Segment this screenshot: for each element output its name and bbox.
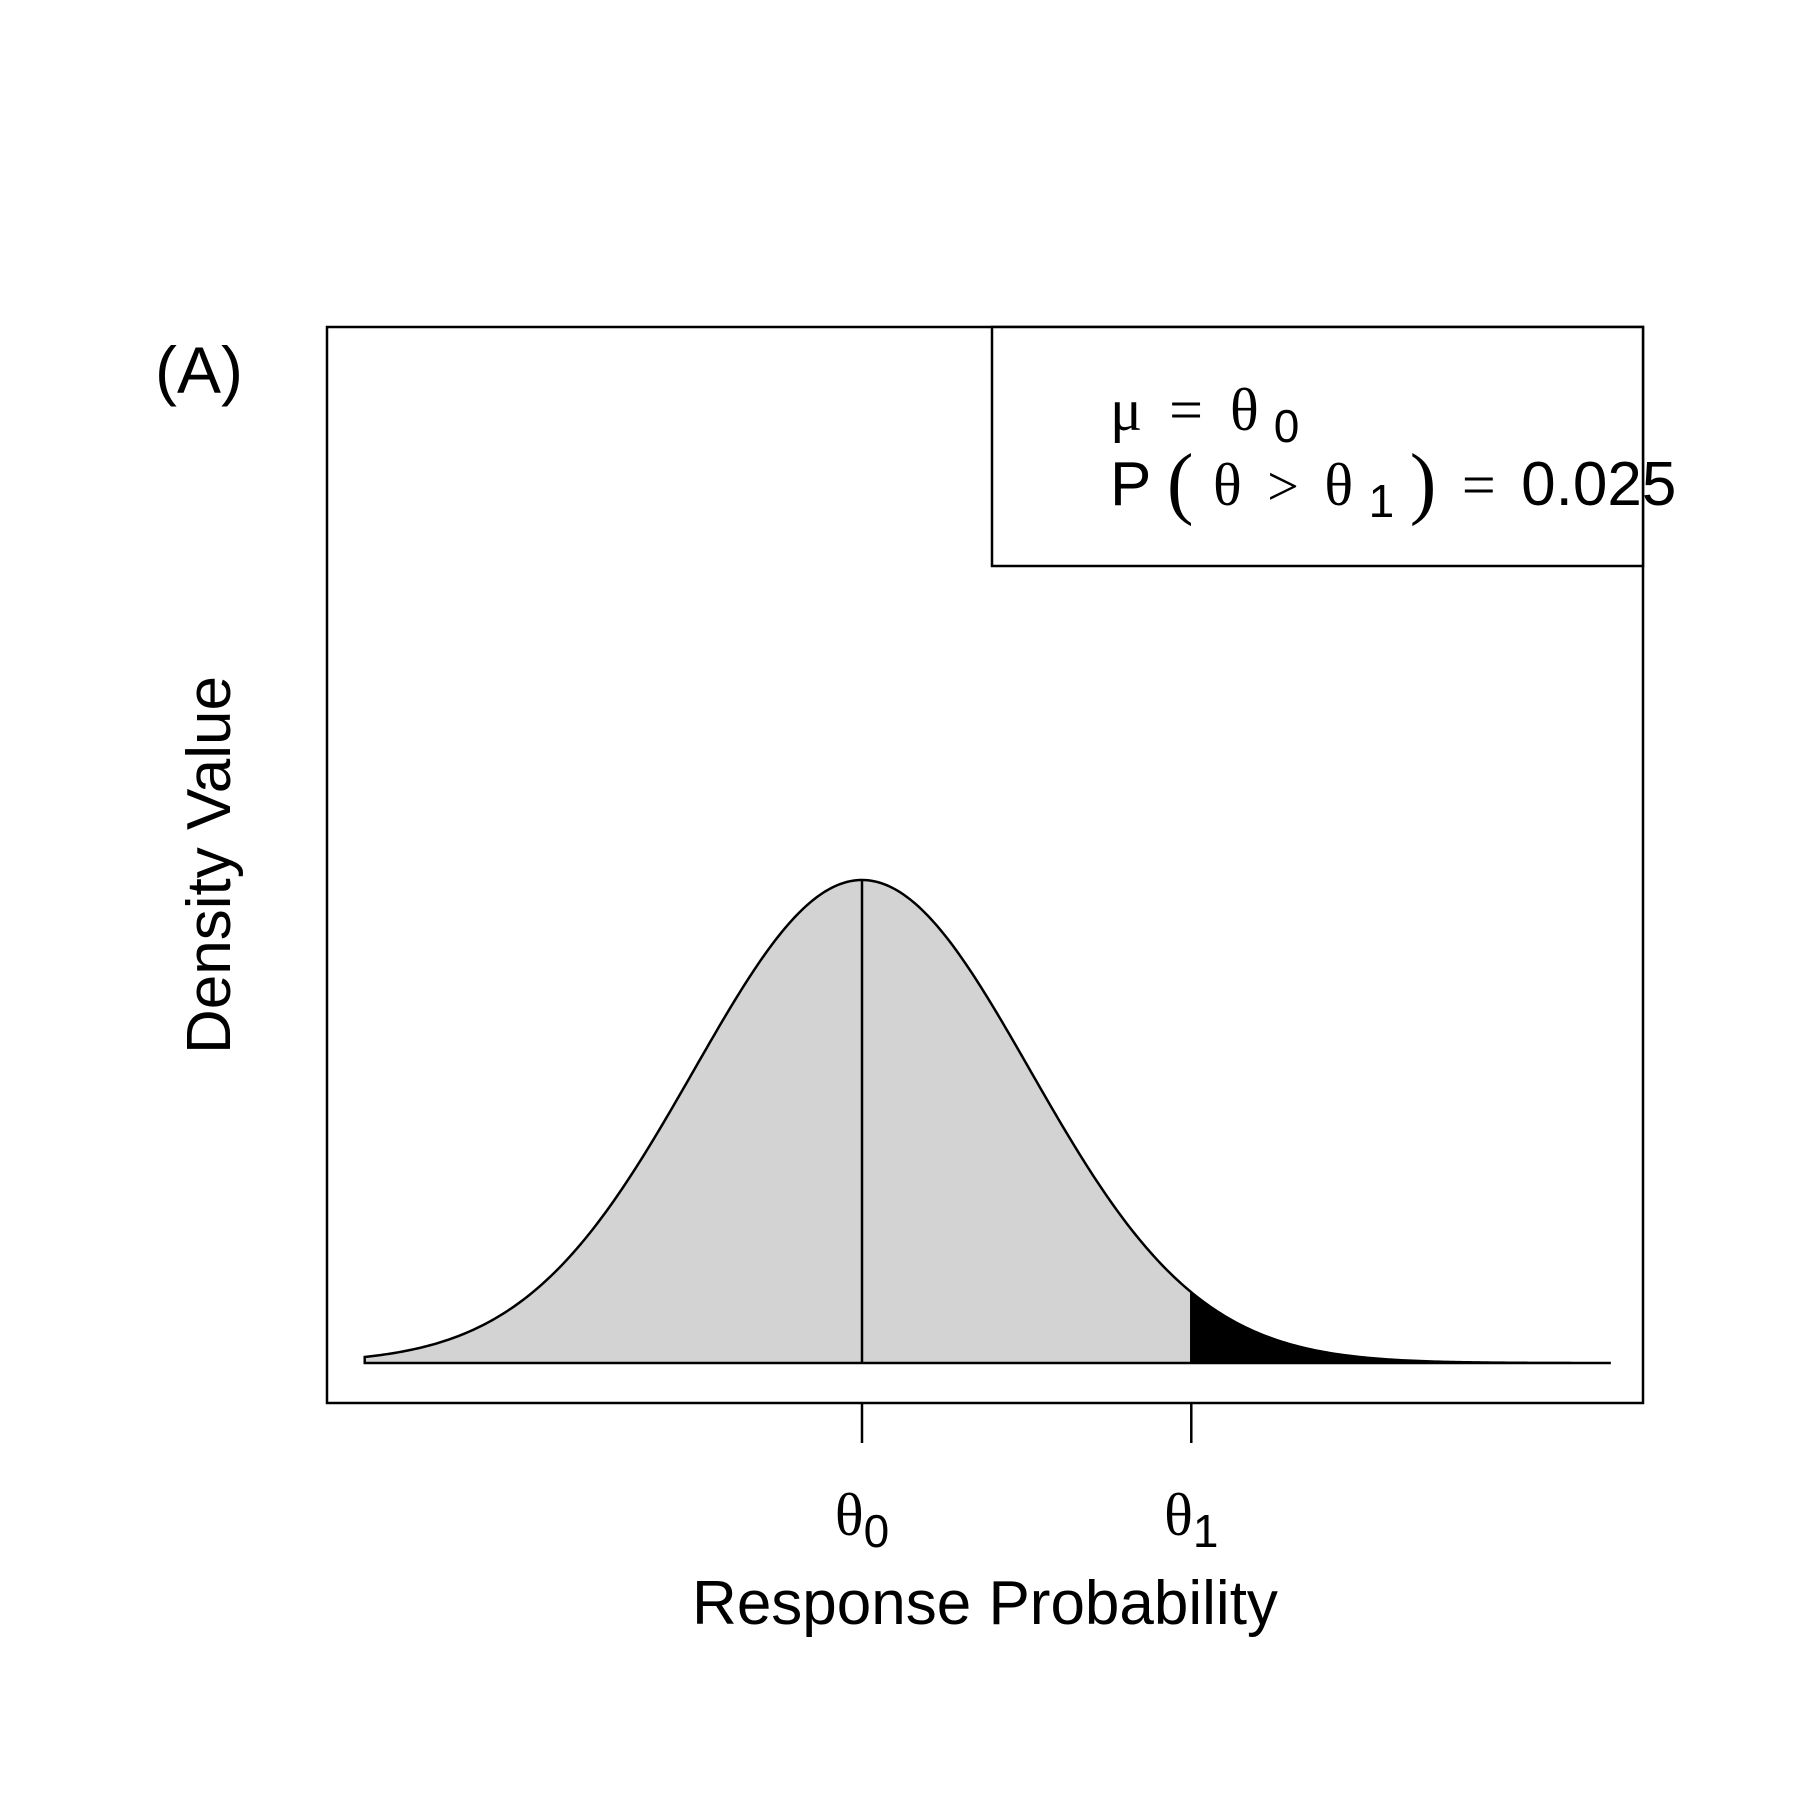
legend: μ = θ 0 P ( θ > θ 1 ) = 0.025 [990,325,1676,568]
legend-close-paren: ) [1410,439,1437,527]
x-tick-theta-1: θ [1164,1482,1193,1548]
legend-eq-1: = [1169,377,1203,443]
density-body-area [364,880,1192,1363]
legend-theta0: θ [1230,377,1259,443]
legend-p: P [1110,450,1151,519]
x-tick-label-0: θ0 [835,1482,889,1557]
x-tick-theta-0: θ [835,1482,864,1548]
legend-open-paren: ( [1167,439,1194,527]
legend-line-1: μ = θ 0 [1110,377,1299,452]
legend-eq-2: = [1462,452,1496,518]
density-curve-line [363,878,1611,1365]
panel-label: (A) [155,333,243,407]
legend-theta1: θ [1324,452,1353,518]
plot-frame [325,325,1645,1405]
x-tick-sub-1: 1 [1193,1505,1219,1557]
legend-theta0-sub: 0 [1274,400,1300,452]
legend-gt: > [1267,456,1299,518]
legend-line-2: P ( θ > θ 1 ) = 0.025 [1110,439,1676,531]
x-tick-label-1: θ1 [1164,1482,1218,1557]
legend-value: 0.025 [1521,450,1676,519]
y-axis-label: Density Value [175,676,244,1054]
x-axis-label: Response Probability [692,1569,1278,1638]
density-curve-layer [363,878,1611,1365]
x-axis-ticks: θ0 θ1 [835,1403,1218,1557]
legend-theta: θ [1213,452,1242,518]
upper-tail-area [1191,1292,1610,1363]
legend-mu: μ [1110,377,1142,443]
legend-theta1-sub: 1 [1369,475,1395,527]
x-tick-sub-0: 0 [864,1505,890,1557]
legend-box [990,325,1645,568]
